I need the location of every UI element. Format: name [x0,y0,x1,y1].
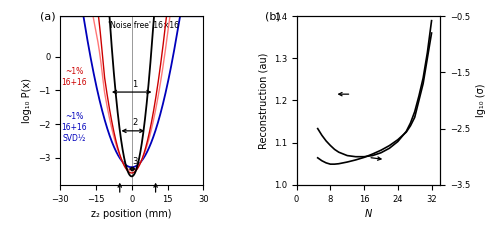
Text: (a): (a) [40,11,56,21]
X-axis label: z₂ position (mm): z₂ position (mm) [92,209,172,219]
X-axis label: N: N [364,209,372,219]
Y-axis label: Reconstruction (au): Reconstruction (au) [258,52,268,149]
Y-axis label: log₁₀ P(x): log₁₀ P(x) [22,78,32,123]
Text: 2: 2 [132,119,138,128]
Y-axis label: lg₁₀ (σ): lg₁₀ (σ) [476,84,486,117]
Text: 3: 3 [132,157,138,166]
Text: 'Noise free' 16×16: 'Noise free' 16×16 [108,21,179,30]
Text: ~1%
16+16: ~1% 16+16 [62,67,87,87]
Text: ~1%
16+16
SVD½: ~1% 16+16 SVD½ [62,112,87,143]
Text: (b): (b) [265,11,281,21]
Text: 1: 1 [132,80,138,89]
